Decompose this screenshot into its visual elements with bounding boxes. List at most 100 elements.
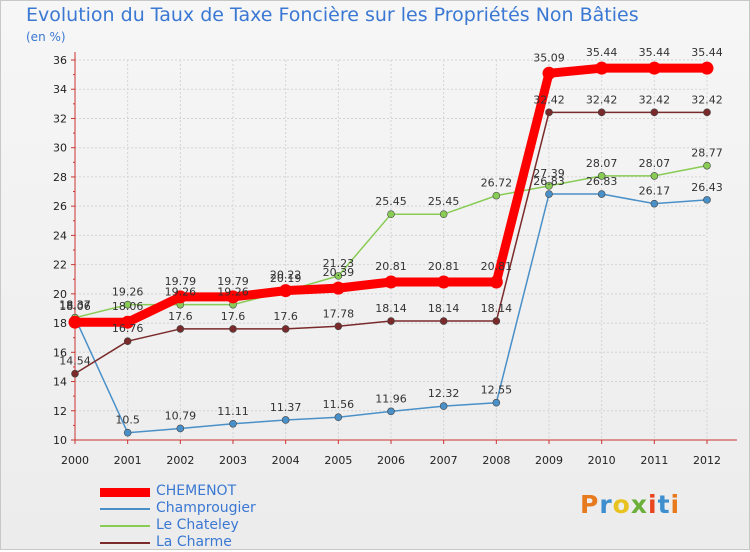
data-point-chemenot — [647, 61, 661, 75]
data-label-la-charme: 14.54 — [59, 355, 91, 368]
data-point-champrougier — [387, 407, 395, 416]
x-tick-label: 2001 — [114, 454, 142, 467]
logo-letter: x — [630, 490, 648, 519]
x-tick-label: 2005 — [324, 454, 352, 467]
data-label-la-charme: 32.42 — [691, 93, 723, 106]
y-tick-label: 12 — [53, 405, 67, 418]
data-label-champrougier: 11.37 — [270, 401, 302, 414]
data-label-le-chateley: 21.23 — [323, 257, 355, 270]
data-label-chemenot: 20.22 — [270, 269, 302, 282]
data-label-la-charme: 17.78 — [323, 307, 355, 320]
data-label-le-chateley: 25.45 — [428, 195, 460, 208]
data-point-chemenot — [489, 275, 503, 289]
data-label-le-chateley: 20.19 — [270, 272, 302, 285]
data-point-champrougier — [545, 190, 553, 198]
logo-letter: i — [648, 490, 658, 519]
data-label-champrougier: 11.11 — [217, 405, 249, 418]
x-tick-label: 2012 — [693, 454, 721, 467]
series-line-la-charme — [74, 111, 707, 375]
data-point-le-chateley — [650, 172, 659, 180]
data-label-chemenot: 35.09 — [533, 51, 565, 64]
data-point-la-charme — [71, 369, 79, 378]
x-tick-label: 2004 — [272, 454, 300, 467]
data-label-chemenot: 19.79 — [165, 275, 197, 288]
data-label-la-charme: 16.76 — [112, 322, 144, 335]
data-label-la-charme: 18.14 — [481, 302, 513, 315]
data-label-le-chateley: 26.72 — [481, 177, 513, 190]
data-label-chemenot: 20.81 — [428, 260, 460, 273]
data-label-le-chateley: 19.26 — [165, 286, 197, 299]
data-label-la-charme: 17.6 — [273, 310, 298, 323]
data-point-la-charme — [439, 317, 448, 325]
data-point-chemenot — [700, 61, 714, 75]
x-tick-label: 2002 — [166, 454, 194, 467]
data-label-chemenot: 18.06 — [59, 300, 91, 313]
y-tick-label: 32 — [53, 112, 67, 125]
data-label-la-charme: 17.6 — [168, 310, 193, 323]
data-point-chemenot — [68, 315, 82, 329]
line-chart: 10 12 14 16 18 20 22 24 26 28 30 32 34 36 2000 2001 2002… — [53, 46, 737, 467]
data-label-champrougier: 26.43 — [691, 181, 723, 194]
data-point-chemenot — [226, 290, 240, 304]
data-label-chemenot: 35.44 — [586, 46, 618, 59]
data-label-la-charme: 32.42 — [533, 93, 565, 106]
data-label-le-chateley: 25.45 — [375, 195, 407, 208]
grid-layer — [74, 59, 708, 441]
data-point-la-charme — [597, 108, 606, 117]
data-point-la-charme — [387, 317, 395, 325]
legend-swatch-champrougier — [100, 508, 150, 510]
data-label-la-charme: 18.14 — [375, 302, 407, 315]
x-tick-label: 2007 — [430, 454, 458, 467]
data-labels-layer: 18.37 10.5 10.79 11.11 11.37 11.56 11.96 12.32 1… — [59, 46, 723, 427]
legend-label-chemenot: CHEMENOT — [156, 483, 237, 499]
y-tick-label: 30 — [53, 142, 67, 155]
logo-letter: t — [657, 490, 671, 519]
x-tick-label: 2009 — [535, 454, 563, 467]
data-point-le-chateley — [703, 161, 711, 170]
data-point-la-charme — [650, 108, 659, 117]
x-tick-label: 2003 — [219, 454, 247, 467]
data-point-champrougier — [229, 419, 237, 428]
data-point-chemenot — [279, 284, 293, 298]
data-point-chemenot — [121, 315, 135, 329]
x-tick-label: 2000 — [61, 454, 89, 467]
legend-label-champrougier: Champrougier — [156, 500, 256, 516]
data-point-champrougier — [650, 199, 659, 208]
x-tick-label: 2010 — [588, 454, 616, 467]
legend-swatch-le-chateley — [100, 525, 150, 527]
y-unit-label: (en %) — [26, 30, 66, 44]
y-tick-label: 28 — [53, 171, 67, 184]
data-point-le-chateley — [123, 300, 132, 309]
logo-letter: P — [580, 490, 600, 519]
logo-letter: o — [612, 490, 631, 519]
data-point-chemenot — [173, 290, 187, 304]
y-tick-label: 26 — [53, 200, 67, 213]
y-tick-label: 16 — [53, 346, 67, 359]
legend-swatch-chemenot — [100, 488, 150, 497]
data-label-le-chateley: 28.07 — [586, 157, 618, 170]
series-layer — [68, 61, 714, 437]
data-point-chemenot — [595, 61, 609, 75]
data-label-chemenot: 20.81 — [375, 260, 407, 273]
y-tick-label: 22 — [53, 259, 67, 272]
data-point-chemenot — [384, 275, 398, 289]
y-tick-label: 20 — [53, 288, 67, 301]
data-point-la-charme — [229, 325, 237, 333]
data-label-le-chateley: 28.77 — [691, 147, 723, 160]
data-point-la-charme — [545, 108, 553, 117]
data-label-champrougier: 10.5 — [115, 414, 140, 427]
data-point-le-chateley — [545, 182, 553, 190]
data-point-champrougier — [123, 428, 132, 437]
y-tick-label: 36 — [53, 54, 67, 67]
data-label-la-charme: 32.42 — [639, 93, 671, 106]
x-tick-label: 2006 — [377, 454, 405, 467]
data-label-la-charme: 18.14 — [428, 302, 460, 315]
data-point-le-chateley — [387, 210, 395, 218]
data-point-champrougier — [703, 196, 711, 204]
logo-letter: i — [670, 490, 681, 519]
proxiti-logo: Proxiti — [580, 490, 680, 519]
data-point-le-chateley — [334, 272, 343, 280]
legend-label-le-chateley: Le Chateley — [156, 517, 239, 533]
data-point-champrougier — [597, 190, 606, 198]
